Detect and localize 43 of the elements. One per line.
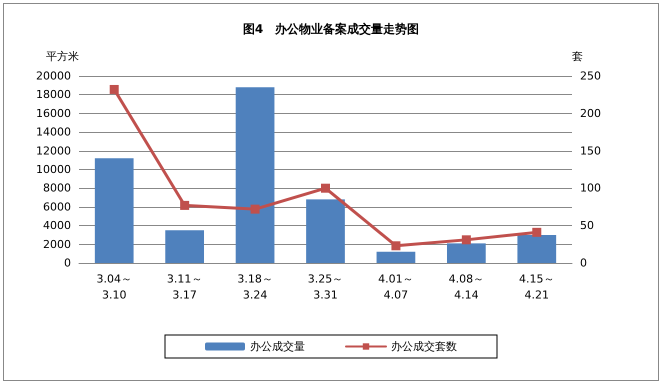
y2-tick-label: 250 [580, 70, 601, 82]
y-tick-label: 8000 [43, 182, 71, 195]
y2-tick-label: 100 [580, 182, 601, 195]
x-tick-label: 4.15～ 4.21 [519, 272, 555, 302]
chart-title: 图4 办公物业备案成交量走势图 [242, 22, 420, 36]
point [462, 235, 471, 244]
legend-label: 办公成交量 [250, 340, 305, 353]
y-tick-label: 20000 [36, 70, 71, 82]
point [321, 184, 330, 193]
bar [376, 252, 416, 263]
legend-label: 办公成交套数 [391, 340, 457, 353]
x-tick-label: 3.18～ 3.24 [237, 272, 273, 302]
x-tick-label: 3.04～ 3.10 [96, 272, 132, 302]
y-tick-label: 10000 [36, 163, 71, 176]
x-tick-label: 3.25～ 3.31 [308, 272, 344, 302]
point [250, 204, 260, 214]
point [110, 84, 119, 94]
y-tick-label: 6000 [43, 200, 71, 214]
x-tick-label: 3.11～ 3.17 [166, 272, 202, 302]
bar [236, 87, 274, 263]
x-tick-label: 4.01～ 4.07 [378, 272, 414, 302]
bar [517, 234, 556, 263]
x-tick-label: 4.08～ 4.14 [448, 272, 484, 302]
bar [446, 243, 486, 263]
y-tick-label: 16000 [36, 106, 71, 120]
bar [94, 158, 134, 263]
bar [165, 230, 204, 263]
y2-tick-label: 200 [580, 106, 601, 120]
bar [306, 199, 345, 263]
y-tick-label: 14000 [36, 126, 71, 139]
y2-tick-label: 50 [580, 219, 594, 232]
y-tick-label: 2000 [43, 238, 71, 251]
y-tick-label: 4000 [43, 219, 71, 232]
point [532, 228, 542, 237]
y-tick-label: 0 [64, 256, 71, 270]
y2-tick-label: 150 [580, 144, 601, 158]
point [180, 200, 190, 210]
point [391, 241, 400, 250]
y-axis-title: 平方米 [46, 50, 79, 63]
y2-axis-title: 套 [572, 50, 583, 63]
y-tick-label: 12000 [36, 144, 71, 158]
y2-tick-label: 0 [580, 256, 587, 270]
y-tick-label: 18000 [36, 88, 71, 102]
